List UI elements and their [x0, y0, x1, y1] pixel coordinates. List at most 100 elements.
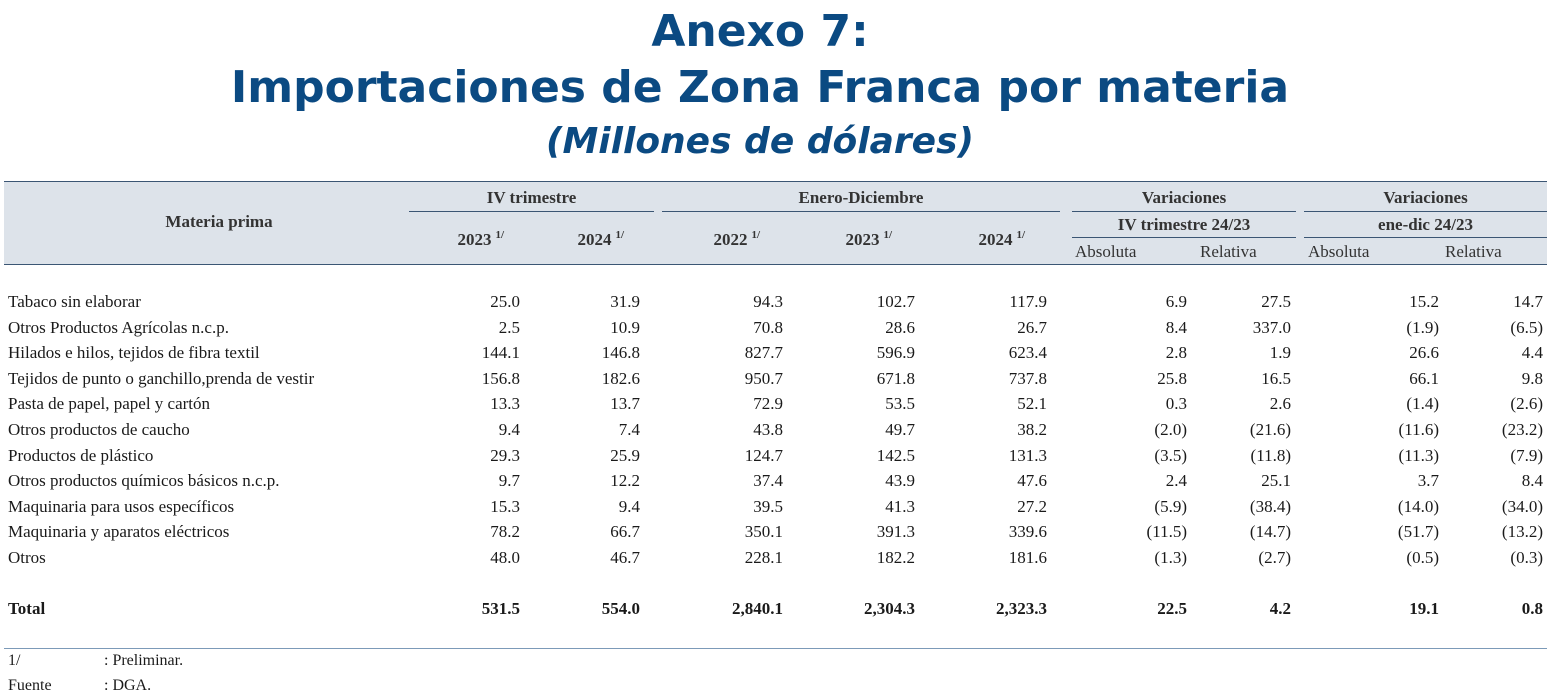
cell: 26.7 [1017, 317, 1047, 337]
cell: 25.0 [490, 292, 520, 311]
row-label: Pasta de papel, papel y cartón [8, 394, 211, 414]
cell: 102.7 [876, 292, 915, 311]
cell: (0.5) [1406, 548, 1439, 567]
cell: 2.6 [1269, 394, 1291, 414]
col-header-absoluta-iv: Absoluta [1075, 242, 1137, 261]
cell: 16.5 [1261, 368, 1291, 388]
table-row: Maquinaria para usos específicos 15.3 9.… [0, 494, 1550, 520]
total-cell: 0.8 [1521, 599, 1543, 618]
cell: (1.9) [1406, 317, 1439, 337]
cell: 43.9 [885, 471, 915, 491]
group-underline-var-ed [1304, 211, 1547, 212]
page-title: Importaciones de Zona Franca por materia [230, 62, 1290, 113]
cell: 15.2 [1409, 292, 1439, 311]
cell: 25.9 [610, 445, 640, 465]
cell: 146.8 [601, 343, 640, 363]
table-row: Hilados e hilos, tejidos de fibra textil… [0, 340, 1550, 366]
cell: (11.5) [1146, 522, 1187, 542]
group-header-iv-trimestre: IV trimestre [486, 188, 577, 207]
table-row: Otros Productos Agrícolas n.c.p. 2.5 10.… [0, 315, 1550, 341]
cell: 12.2 [610, 471, 640, 491]
cell: 9.4 [498, 420, 520, 439]
table-row: Productos de plástico 29.3 25.9 124.7 14… [0, 443, 1550, 469]
col-header-absoluta-ed: Absoluta [1308, 242, 1370, 261]
cell: 181.6 [1008, 548, 1047, 567]
subgroup-header-ed-24-23: ene-dic 24/23 [1378, 215, 1473, 234]
cell: 827.7 [744, 343, 783, 363]
cell: 72.9 [753, 394, 783, 414]
table-row: Maquinaria y aparatos eléctricos 78.2 66… [0, 519, 1550, 545]
row-label: Otros productos de caucho [8, 420, 190, 439]
cell: (34.0) [1501, 496, 1543, 516]
cell: 182.6 [601, 368, 640, 388]
cell: 623.4 [1008, 343, 1047, 363]
cell: (11.6) [1398, 420, 1439, 439]
cell: (23.2) [1501, 420, 1543, 439]
cell: 27.2 [1017, 496, 1047, 516]
cell: 78.2 [490, 522, 520, 542]
cell: 94.3 [753, 292, 783, 311]
row-label: Otros Productos Agrícolas n.c.p. [8, 317, 229, 337]
cell: 339.6 [1008, 522, 1047, 542]
cell: 29.3 [490, 445, 520, 465]
cell: 596.9 [876, 343, 915, 363]
cell: 182.2 [876, 548, 915, 567]
total-cell: 2,840.1 [732, 599, 783, 618]
cell: 350.1 [744, 522, 783, 542]
cell: 46.7 [610, 548, 640, 567]
cell: (2.0) [1154, 420, 1187, 439]
cell: (38.4) [1249, 496, 1291, 516]
total-cell: 2,323.3 [996, 599, 1047, 618]
cell: 9.7 [498, 471, 520, 491]
cell: 8.4 [1521, 471, 1543, 491]
cell: 70.8 [753, 317, 783, 337]
cell: 737.8 [1008, 368, 1047, 388]
cell: (13.2) [1501, 522, 1543, 542]
group-underline-var-iv [1072, 211, 1296, 212]
cell: 31.9 [610, 292, 640, 311]
total-cell: 19.1 [1409, 599, 1439, 618]
cell: 28.6 [885, 317, 915, 337]
table-row: Otros 48.0 46.7 228.1 182.2 181.6 (1.3) … [0, 545, 1550, 571]
cell: 25.8 [1157, 368, 1187, 388]
cell: (14.0) [1397, 496, 1439, 516]
cell: 9.4 [618, 496, 640, 516]
cell: 337.0 [1252, 317, 1291, 337]
cell: 14.7 [1513, 292, 1543, 311]
group-header-enero-diciembre: Enero-Diciembre [798, 188, 924, 207]
cell: (1.3) [1154, 548, 1187, 567]
total-cell: 22.5 [1157, 599, 1187, 618]
cell: 117.9 [1009, 292, 1047, 311]
col-header-iv-2024: 2024 1/ [577, 229, 624, 249]
subgroup-underline-var-iv [1072, 237, 1296, 238]
annex-number: Anexo 7: [651, 6, 869, 57]
total-cell: 2,304.3 [864, 599, 915, 618]
row-label: Maquinaria y aparatos eléctricos [8, 522, 230, 542]
cell: 47.6 [1017, 471, 1047, 491]
cell: (5.9) [1154, 496, 1187, 516]
cell: 2.8 [1165, 343, 1187, 363]
total-cell: 554.0 [601, 599, 640, 618]
cell: 7.4 [618, 420, 640, 439]
cell: 38.2 [1017, 420, 1047, 439]
footnote-key: 1/ [8, 652, 21, 669]
cell: 15.3 [490, 496, 520, 516]
cell: 48.0 [490, 548, 520, 567]
col-header-ed-2024: 2024 1/ [978, 229, 1025, 249]
row-label: Productos de plástico [8, 445, 154, 465]
cell: 43.8 [753, 420, 783, 439]
cell: 950.7 [744, 368, 783, 388]
footnote-text: : Preliminar. [104, 652, 184, 669]
footnote-divider [4, 648, 1547, 649]
cell: 13.7 [610, 394, 640, 414]
cell: 2.4 [1165, 471, 1187, 491]
row-label: Otros productos químicos básicos n.c.p. [8, 471, 280, 491]
row-label: Maquinaria para usos específicos [8, 496, 235, 516]
cell: 671.8 [876, 368, 915, 388]
cell: 391.3 [876, 522, 915, 542]
cell: 25.1 [1261, 471, 1291, 491]
row-label: Tejidos de punto o ganchillo,prenda de v… [8, 368, 315, 388]
cell: 41.3 [885, 496, 915, 516]
source-key: Fuente [8, 677, 52, 694]
units-subtitle: (Millones de dólares) [546, 121, 974, 162]
